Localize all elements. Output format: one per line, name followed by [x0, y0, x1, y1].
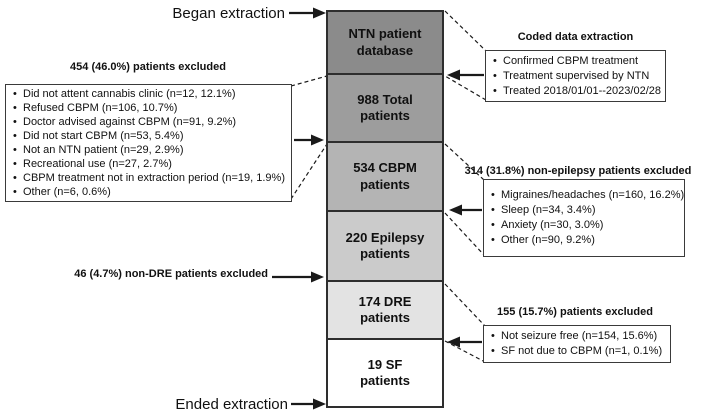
- list-item: CBPM treatment not in extraction period …: [10, 171, 287, 185]
- list-314-non-epilepsy-excluded: Migraines/headaches (n=160, 16.2%) Sleep…: [483, 179, 685, 257]
- ended-extraction-label: Ended extraction: [175, 396, 288, 413]
- dashed-connector-coded-bottom: [444, 75, 487, 101]
- list-454-excluded: Did not attent cannabis clinic (n=12, 12…: [5, 84, 292, 202]
- dashed-connector-314-top: [444, 143, 485, 181]
- dashed-connector-454-bottom: [290, 143, 328, 200]
- list-item: Treatment supervised by NTN: [490, 69, 661, 84]
- list-item: Did not attent cannabis clinic (n=12, 12…: [10, 87, 287, 101]
- arrow-began-extraction: [289, 7, 326, 19]
- title-155-excluded: 155 (15.7%) patients excluded: [497, 306, 653, 318]
- box-988-total-patients: 988 Total patients: [326, 73, 444, 143]
- list-item: Other (n=90, 9.2%): [488, 233, 680, 248]
- list-item: SF not due to CBPM (n=1, 0.1%): [488, 344, 666, 359]
- box-ntn-patient-database: NTN patient database: [326, 10, 444, 75]
- list-coded-data-extraction: Confirmed CBPM treatment Treatment super…: [485, 50, 666, 102]
- list-item: Sleep (n=34, 3.4%): [488, 203, 680, 218]
- arrow-454-excluded: [294, 134, 324, 146]
- title-454-excluded: 454 (46.0%) patients excluded: [70, 61, 226, 73]
- title-314-non-epilepsy-excluded: 314 (31.8%) non-epilepsy patients exclud…: [464, 165, 692, 177]
- list-item: Migraines/headaches (n=160, 16.2%): [488, 188, 684, 203]
- list-item: Treated 2018/01/01--2023/02/28: [490, 84, 661, 99]
- list-item: Other (n=6, 0.6%): [10, 185, 287, 199]
- arrow-46-non-dre: [272, 271, 324, 283]
- list-item: Not seizure free (n=154, 15.6%): [488, 329, 666, 344]
- title-coded-data-extraction: Coded data extraction: [517, 31, 634, 43]
- arrow-coded-extraction: [447, 69, 484, 81]
- list-item: Recreational use (n=27, 2.7%): [10, 157, 287, 171]
- list-item: Did not start CBPM (n=53, 5.4%): [10, 129, 287, 143]
- dashed-connector-314-bottom: [444, 212, 485, 256]
- arrow-155-excluded: [447, 336, 482, 348]
- list-item: Refused CBPM (n=106, 10.7%): [10, 101, 287, 115]
- began-extraction-label: Began extraction: [172, 5, 285, 22]
- arrow-314-excluded: [449, 204, 482, 216]
- dashed-connector-454-top: [290, 75, 328, 87]
- box-19-sf-patients: 19 SF patients: [326, 338, 444, 408]
- list-item: Not an NTN patient (n=29, 2.9%): [10, 143, 287, 157]
- dashed-connector-155-bottom: [444, 340, 486, 363]
- box-220-epilepsy-patients: 220 Epilepsy patients: [326, 210, 444, 282]
- list-item: Anxiety (n=30, 3.0%): [488, 218, 680, 233]
- dashed-connector-155-top: [444, 283, 486, 327]
- list-155-excluded: Not seizure free (n=154, 15.6%) SF not d…: [483, 325, 671, 363]
- title-46-non-dre-excluded: 46 (4.7%) non-DRE patients excluded: [74, 268, 268, 280]
- dashed-connector-coded-top: [444, 10, 487, 52]
- list-item: Doctor advised against CBPM (n=91, 9.2%): [10, 115, 287, 129]
- arrow-ended-extraction: [291, 398, 326, 410]
- list-item: Confirmed CBPM treatment: [490, 54, 661, 69]
- box-174-dre-patients: 174 DRE patients: [326, 280, 444, 340]
- box-534-cbpm-patients: 534 CBPM patients: [326, 141, 444, 212]
